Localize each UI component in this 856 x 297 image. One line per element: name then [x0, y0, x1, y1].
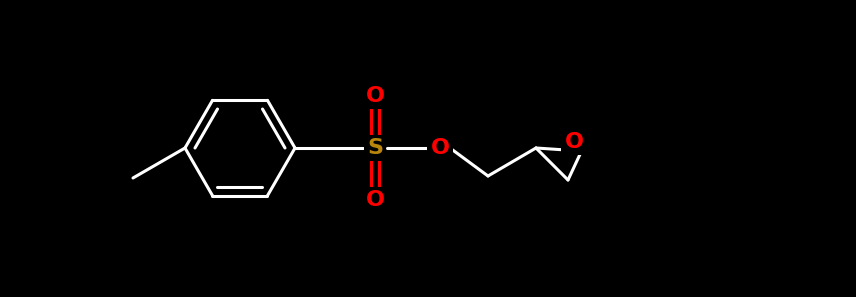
- Text: O: O: [431, 138, 449, 158]
- Text: O: O: [564, 132, 584, 152]
- Text: S: S: [367, 138, 383, 158]
- Text: O: O: [366, 86, 384, 106]
- Text: O: O: [366, 190, 384, 210]
